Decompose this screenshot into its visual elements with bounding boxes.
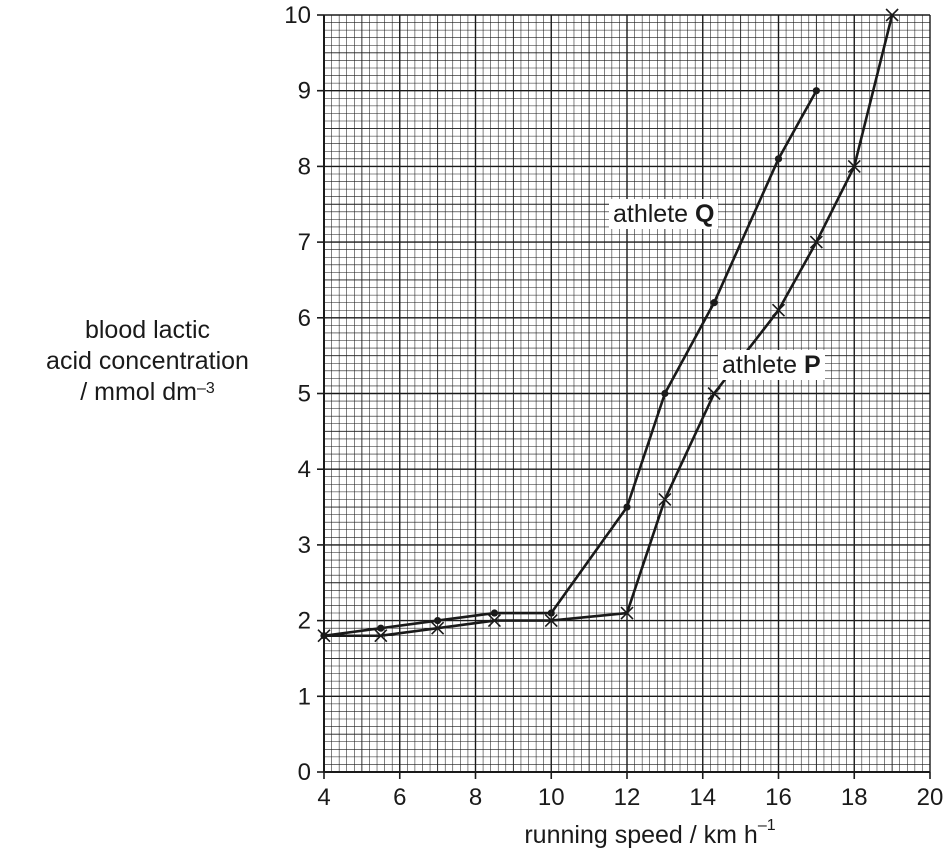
data-point-athlete-q <box>490 609 499 617</box>
x-tick-labels: 4 6 8 10 12 14 16 18 20 <box>317 772 943 811</box>
data-point-athlete-p <box>885 8 899 22</box>
y-tick-label: 9 <box>298 78 311 105</box>
data-point-athlete-p <box>620 606 634 620</box>
cross-stroke <box>771 303 786 317</box>
data-point-athlete-p <box>771 303 786 317</box>
series-label-p-prefix: athlete <box>722 351 805 379</box>
x-axis-label-text: running speed / km h <box>524 821 758 849</box>
cross-stroke <box>317 629 331 643</box>
data-point-athlete-q <box>812 87 820 95</box>
y-tick-label: 8 <box>298 153 311 180</box>
cross-stroke <box>487 614 502 628</box>
y-axis-unit-exponent: –3 <box>196 380 215 397</box>
y-tick-label: 2 <box>298 608 311 635</box>
y-axis-label-line-1: blood lactic <box>84 316 211 344</box>
series-label-athlete-q: athlete Q <box>609 199 719 229</box>
series-line-athlete-q <box>323 90 818 638</box>
cross-stroke <box>885 8 899 22</box>
x-tick-label: 18 <box>841 784 868 811</box>
data-point-athlete-p <box>658 492 672 507</box>
data-point-athlete-p <box>431 621 445 635</box>
data-point-athlete-p <box>374 629 388 643</box>
cross-stroke <box>847 159 861 173</box>
y-tick-label: 0 <box>298 759 311 786</box>
series-line-athlete-p <box>324 14 894 638</box>
series-label-q-letter: Q <box>695 200 715 228</box>
cross-stroke <box>620 606 634 620</box>
y-axis-label-line-3: / mmol dm <box>80 378 197 406</box>
cross-stroke <box>658 492 672 507</box>
data-point-athlete-q <box>623 503 631 511</box>
y-tick-label: 5 <box>298 381 311 408</box>
x-tick-label: 16 <box>765 784 792 811</box>
series-label-p-letter: P <box>804 351 821 379</box>
x-tick-label: 12 <box>614 784 641 811</box>
series-label-athlete-p: athlete P <box>718 350 825 380</box>
data-point-athlete-p <box>487 614 502 628</box>
y-tick-label: 4 <box>298 456 311 483</box>
y-tick-label: 3 <box>298 532 311 559</box>
cross-stroke <box>374 629 388 643</box>
data-point-athlete-p <box>707 386 721 401</box>
y-tick-label: 6 <box>298 305 311 332</box>
cross-stroke <box>544 614 558 628</box>
y-tick-label: 10 <box>284 2 311 29</box>
y-axis-label-line-2: acid concentration <box>46 347 249 375</box>
x-tick-label: 6 <box>393 784 406 811</box>
major-gridlines <box>323 14 931 773</box>
x-tick-label: 14 <box>689 784 716 811</box>
y-tick-label: 7 <box>298 229 311 256</box>
y-tick-label: 1 <box>298 683 311 710</box>
data-point-athlete-q <box>377 624 385 632</box>
y-tick-labels: 0 1 2 3 4 5 6 7 8 9 10 <box>284 2 324 786</box>
data-point-athlete-q <box>434 617 442 625</box>
x-axis-label: running speed / km h–1 <box>440 817 860 850</box>
x-tick-label: 4 <box>317 784 330 811</box>
data-point-athlete-q <box>710 299 718 307</box>
cross-stroke <box>431 621 445 635</box>
cross-stroke <box>809 235 823 249</box>
series-lines <box>317 8 899 643</box>
data-point-athlete-q <box>547 609 555 617</box>
cross-stroke <box>707 386 721 401</box>
x-axis-unit-exponent: –1 <box>757 817 776 834</box>
y-axis-label: blood lactic acid concentration / mmol d… <box>0 315 295 408</box>
data-point-athlete-p <box>317 629 331 643</box>
data-point-athlete-p <box>809 235 823 249</box>
series-label-q-prefix: athlete <box>613 200 696 228</box>
data-point-athlete-q <box>774 155 783 163</box>
data-point-athlete-p <box>544 614 558 628</box>
x-tick-label: 20 <box>917 784 944 811</box>
data-point-athlete-q <box>661 389 669 398</box>
x-tick-label: 8 <box>469 784 482 811</box>
data-point-athlete-p <box>847 159 861 173</box>
x-tick-label: 10 <box>538 784 565 811</box>
